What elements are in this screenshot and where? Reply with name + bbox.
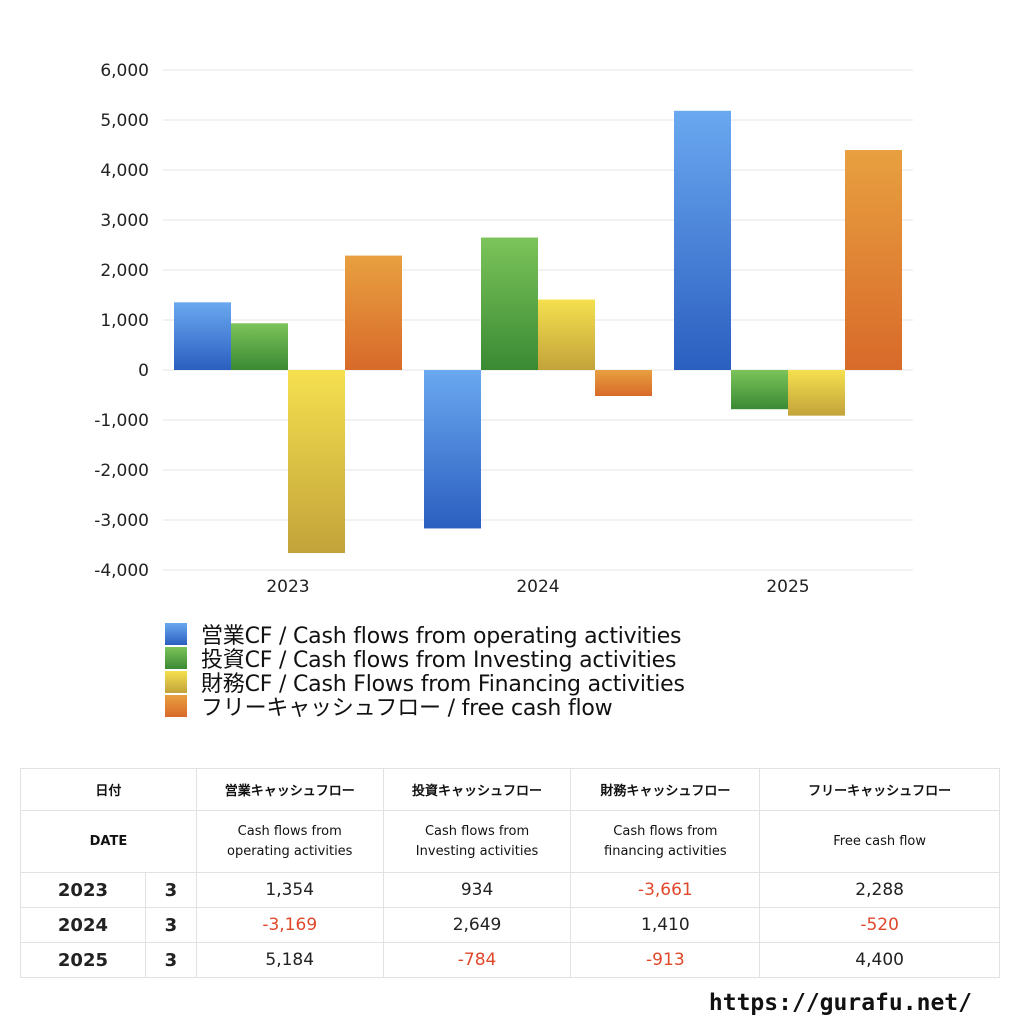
legend-item-investing: 投資CF / Cash flows from Investing activit…	[165, 646, 685, 673]
y-axis-ticks: 6,000 5,000 4,000 3,000 2,000 1,000 0 -1,000 -2,…	[94, 61, 149, 581]
header-free-cash-flow-en: Free cash flow	[759, 810, 1000, 873]
cell-free-cash-flow: 4,400	[759, 942, 1000, 978]
x-tick-label: 2023	[266, 577, 309, 597]
cash-flow-table: 日付 営業キャッシュフロー 投資キャッシュフロー 財務キャッシュフロー フリーキ…	[20, 768, 1000, 978]
bar-2025-series-2	[788, 370, 845, 416]
x-tick-label: 2025	[766, 577, 809, 597]
header-investing-en: Cash flows from Investing activities	[382, 810, 572, 873]
header-line: Cash flows from	[424, 823, 530, 839]
y-tick-label: 0	[138, 361, 149, 381]
y-tick-label: -2,000	[94, 461, 149, 481]
cell-operating: -3,169	[195, 907, 384, 943]
cell-financing: 1,410	[570, 907, 761, 943]
header-date-ja: 日付	[20, 768, 197, 811]
legend-swatch-free-cash-flow	[165, 695, 187, 717]
table-header-ja: 日付 営業キャッシュフロー 投資キャッシュフロー 財務キャッシュフロー フリーキ…	[20, 768, 1000, 811]
y-tick-label: -1,000	[94, 411, 149, 431]
cell-operating: 1,354	[195, 872, 384, 908]
cell-investing: 934	[382, 872, 572, 908]
row-month: 3	[144, 942, 197, 978]
header-date-en: DATE	[20, 810, 197, 873]
cash-flow-bar-chart: 6,000 5,000 4,000 3,000 2,000 1,000 0 -1,000 -2,…	[94, 61, 913, 597]
legend-label: 営業CF / Cash flows from operating activit…	[201, 624, 682, 649]
table-row: 2023 3 1,354 934 -3,661 2,288	[20, 872, 1000, 908]
x-tick-label: 2024	[516, 577, 559, 597]
chart-legend: 営業CF / Cash flows from operating activit…	[165, 622, 685, 721]
legend-swatch-operating	[165, 623, 187, 645]
cell-investing: -784	[382, 942, 572, 978]
y-tick-label: 3,000	[100, 211, 149, 231]
cell-free-cash-flow: 2,288	[759, 872, 1000, 908]
bar-2024-series-3	[595, 370, 652, 396]
bar-2023-series-1	[231, 323, 288, 370]
header-financing-en: Cash flows from financing activities	[570, 810, 761, 873]
cell-financing: -913	[570, 942, 761, 978]
table-header-en: DATE Cash flows from operating activities…	[20, 810, 1000, 873]
legend-item-operating: 営業CF / Cash flows from operating activit…	[165, 622, 685, 649]
legend-item-financing: 財務CF / Cash Flows from Financing activit…	[165, 670, 685, 697]
y-tick-label: 2,000	[100, 261, 149, 281]
table-row: 2025 3 5,184 -784 -913 4,400	[20, 942, 1000, 978]
header-line: operating activities	[227, 843, 353, 859]
bar-2024-series-2	[538, 299, 595, 370]
bars	[174, 110, 902, 554]
header-free-cash-flow-ja: フリーキャッシュフロー	[759, 768, 1000, 811]
cell-financing: -3,661	[570, 872, 761, 908]
bar-2025-series-0	[674, 110, 731, 371]
legend-swatch-investing	[165, 647, 187, 669]
bar-2023-series-2	[288, 370, 345, 554]
header-operating-ja: 営業キャッシュフロー	[195, 768, 384, 811]
legend-label: フリーキャッシュフロー / free cash flow	[201, 696, 613, 721]
y-tick-label: -3,000	[94, 511, 149, 531]
bar-2025-series-3	[845, 150, 902, 370]
row-month: 3	[144, 907, 197, 943]
header-investing-ja: 投資キャッシュフロー	[382, 768, 572, 811]
header-financing-ja: 財務キャッシュフロー	[570, 768, 761, 811]
header-line: financing activities	[604, 843, 727, 859]
header-line: DATE	[89, 833, 128, 849]
header-operating-en: Cash flows from operating activities	[195, 810, 384, 873]
cell-free-cash-flow: -520	[759, 907, 1000, 943]
cell-operating: 5,184	[195, 942, 384, 978]
y-tick-label: -4,000	[94, 561, 149, 581]
bar-2024-series-0	[424, 370, 481, 529]
table-row: 2024 3 -3,169 2,649 1,410 -520	[20, 907, 1000, 943]
y-tick-label: 5,000	[100, 111, 149, 131]
bar-2023-series-3	[345, 255, 402, 370]
y-tick-label: 6,000	[100, 61, 149, 81]
legend-item-free-cash-flow: フリーキャッシュフロー / free cash flow	[165, 694, 685, 721]
row-year: 2025	[20, 942, 146, 978]
bar-2025-series-1	[731, 370, 788, 410]
site-url[interactable]: https://gurafu.net/	[708, 990, 972, 1016]
x-axis-ticks: 2023 2024 2025	[266, 577, 809, 597]
legend-label: 財務CF / Cash Flows from Financing activit…	[201, 672, 685, 697]
row-month: 3	[144, 872, 197, 908]
header-line: Cash flows from	[613, 823, 718, 839]
legend-label: 投資CF / Cash flows from Investing activit…	[201, 648, 677, 673]
y-tick-label: 1,000	[100, 311, 149, 331]
header-line: Investing activities	[415, 843, 539, 859]
bar-2023-series-0	[174, 302, 231, 370]
header-line: Cash flows from	[237, 823, 342, 839]
header-line: Free cash flow	[833, 833, 926, 849]
bar-2024-series-1	[481, 237, 538, 370]
cell-investing: 2,649	[382, 907, 572, 943]
y-tick-label: 4,000	[100, 161, 149, 181]
row-year: 2023	[20, 872, 146, 908]
legend-swatch-financing	[165, 671, 187, 693]
row-year: 2024	[20, 907, 146, 943]
